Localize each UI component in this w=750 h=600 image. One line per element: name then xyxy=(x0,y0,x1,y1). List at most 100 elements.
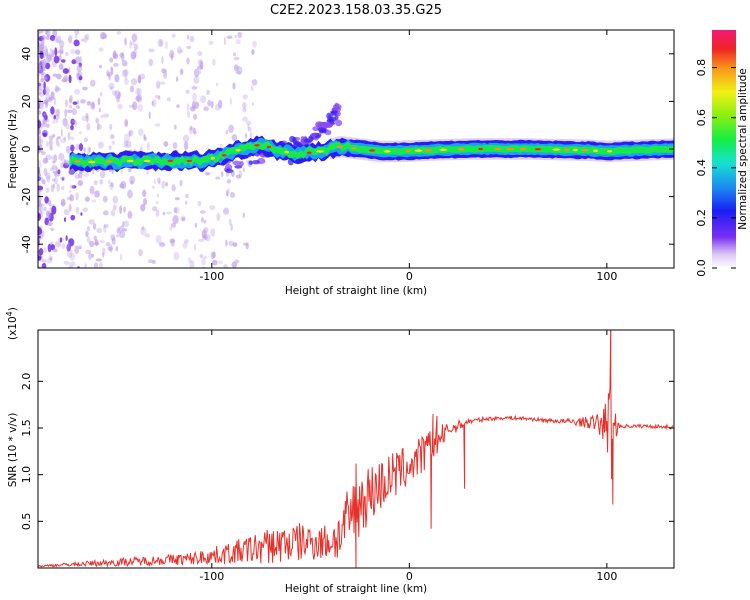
spectral-noise-blob xyxy=(69,261,76,267)
spectral-noise-blob xyxy=(214,103,221,111)
spectral-noise-blob xyxy=(66,243,71,252)
spectral-noise-blob xyxy=(226,188,230,197)
spectral-noise-blob xyxy=(38,185,44,191)
branch-blob xyxy=(336,111,341,117)
spectral-noise-blob xyxy=(153,178,156,185)
spectral-noise-blob xyxy=(157,177,161,184)
spectral-noise-blob xyxy=(42,132,47,137)
spectral-noise-blob xyxy=(60,176,66,181)
spectral-noise-blob xyxy=(82,86,88,91)
spectral-noise-blob xyxy=(212,259,218,266)
spectral-noise-blob xyxy=(233,56,240,61)
spectral-noise-blob xyxy=(74,30,80,36)
spectral-noise-blob xyxy=(115,234,120,238)
spectral-noise-blob xyxy=(44,196,49,204)
spectral-noise-blob xyxy=(69,194,74,202)
ridge-hotspot xyxy=(351,147,357,150)
spectral-noise-blob xyxy=(38,91,42,96)
spectral-noise-blob xyxy=(40,151,46,156)
spectral-noise-blob xyxy=(198,70,202,75)
spectral-noise-blob xyxy=(84,196,90,202)
spectral-noise-blob xyxy=(112,195,119,204)
spectral-noise-blob xyxy=(78,131,82,135)
spectral-noise-blob xyxy=(159,40,163,46)
spectral-noise-blob xyxy=(148,58,153,67)
ridge-hotspot xyxy=(581,148,589,152)
spectral-noise-blob xyxy=(121,228,128,232)
spectral-noise-blob xyxy=(174,124,177,130)
spectral-noise-blob xyxy=(68,189,72,194)
spectral-noise-blob xyxy=(199,210,206,214)
spectrogram-y-tick-label: -40 xyxy=(20,235,33,253)
spectral-noise-blob xyxy=(38,227,43,235)
spectral-noise-blob xyxy=(128,129,134,137)
spectral-noise-blob xyxy=(91,101,95,109)
spectral-noise-blob xyxy=(234,34,237,39)
spectrogram-axes: -100 0 100 -40 -20 0 20 40 xyxy=(20,30,674,283)
ridge-hotspot xyxy=(306,151,312,154)
spectral-noise-blob xyxy=(155,234,162,244)
spectral-noise-blob xyxy=(43,167,48,177)
ridge-hotspot xyxy=(424,149,432,152)
spectral-noise-blob xyxy=(45,155,48,163)
spectral-noise-blob xyxy=(141,226,145,231)
spectral-noise-blob xyxy=(161,55,164,65)
spectral-noise-blob xyxy=(63,260,70,265)
spectral-noise-blob xyxy=(155,209,160,217)
spectral-noise-blob xyxy=(76,64,83,72)
spectral-noise-blob xyxy=(40,40,45,47)
spectral-noise-blob xyxy=(217,99,223,109)
spectral-noise-blob xyxy=(156,193,160,198)
ridge-hotspot xyxy=(494,147,501,151)
spectral-noise-blob xyxy=(191,85,198,90)
ridge-band-green xyxy=(69,141,674,168)
spectral-noise-blob xyxy=(189,35,195,43)
spectral-noise-blob xyxy=(74,49,81,55)
spectral-noise-blob xyxy=(142,189,147,198)
spectral-noise-blob xyxy=(47,97,53,103)
spectral-noise-blob xyxy=(93,235,97,241)
spectral-noise-blob xyxy=(197,200,202,207)
spectral-noise-blob xyxy=(38,136,42,146)
spectral-noise-blob xyxy=(228,240,234,247)
spectral-noise-blob xyxy=(68,74,72,84)
spectral-noise-blob xyxy=(233,64,239,72)
spectral-noise-blob xyxy=(197,59,203,67)
spectral-noise-blob xyxy=(179,179,183,187)
spectral-noise-blob xyxy=(215,82,219,87)
spectral-noise-blob xyxy=(232,52,237,57)
spectral-noise-blob xyxy=(86,115,89,123)
spectral-noise-blob xyxy=(171,33,176,38)
ridge-hotspot xyxy=(106,160,113,163)
spectral-noise-blob xyxy=(174,197,180,201)
spectral-noise-blob xyxy=(209,205,216,210)
spectral-noise-blob xyxy=(130,41,136,46)
spectral-noise-blob xyxy=(46,258,53,264)
spectral-noise-blob xyxy=(38,160,42,169)
spectral-noise-blob xyxy=(93,262,99,268)
spectral-noise-blob xyxy=(53,154,58,163)
spectral-noise-blob xyxy=(41,61,46,70)
spectral-noise-blob xyxy=(42,117,46,125)
spectral-noise-blob xyxy=(38,248,44,256)
spectral-noise-blob xyxy=(96,227,103,234)
spectral-noise-blob xyxy=(241,102,247,109)
spectral-noise-blob xyxy=(66,196,72,201)
ridge-hotspot xyxy=(336,145,343,148)
spectral-noise-blob xyxy=(55,241,62,248)
spectral-noise-blob xyxy=(83,137,89,142)
spectral-noise-blob xyxy=(113,204,117,211)
spectral-noise-blob xyxy=(50,91,55,99)
spectral-noise-blob xyxy=(59,237,63,243)
spectral-noise-blob xyxy=(47,51,52,61)
spectral-noise-blob xyxy=(199,95,207,104)
spectral-noise-blob xyxy=(42,179,46,185)
spectral-noise-blob xyxy=(41,262,47,268)
spectral-noise-blob xyxy=(129,85,135,93)
spectral-noise-blob xyxy=(138,128,144,137)
spectral-noise-blob xyxy=(102,195,108,203)
spectral-noise-blob xyxy=(123,206,126,213)
spectral-noise-blob xyxy=(78,171,83,179)
spectral-noise-blob xyxy=(194,130,198,135)
spectral-noise-blob xyxy=(38,235,42,239)
